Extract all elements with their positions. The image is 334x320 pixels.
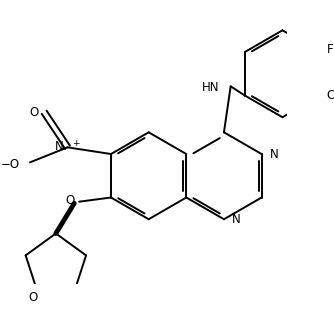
Text: −O: −O bbox=[1, 158, 20, 172]
Text: O: O bbox=[65, 194, 74, 207]
Text: N: N bbox=[270, 148, 279, 161]
Text: O: O bbox=[29, 106, 39, 119]
Text: O: O bbox=[28, 291, 38, 304]
Text: Cl: Cl bbox=[326, 89, 334, 102]
Text: +: + bbox=[72, 139, 79, 148]
Text: N: N bbox=[232, 213, 241, 226]
Text: F: F bbox=[327, 43, 333, 56]
Text: HN: HN bbox=[201, 82, 219, 94]
Text: N: N bbox=[55, 140, 63, 153]
